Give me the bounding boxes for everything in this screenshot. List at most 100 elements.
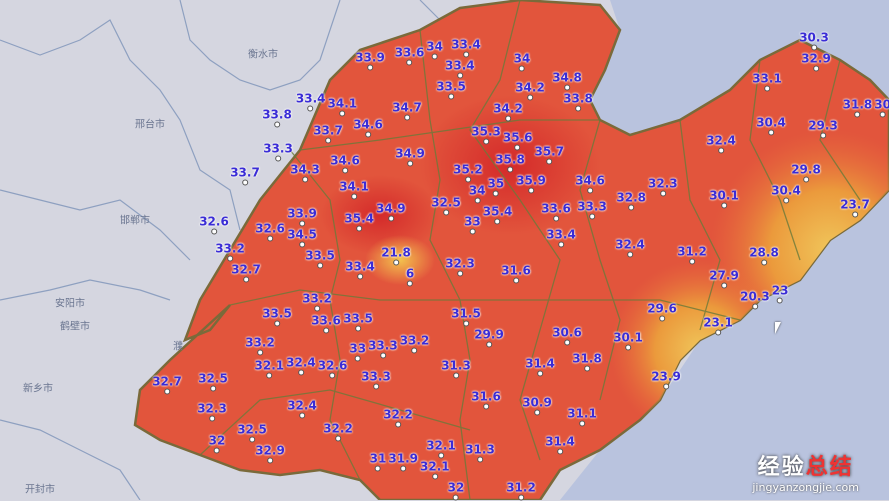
station-marker: 33.2 [245,337,275,356]
station-marker: 33.6 [311,315,341,334]
temperature-value: 30.4 [771,183,801,197]
temperature-value: 33.7 [230,165,260,180]
station-marker: 34.6 [575,175,605,194]
temperature-value: 35 [487,176,505,191]
station-marker: 33.1 [752,73,782,92]
temperature-value: 34.6 [353,117,383,132]
station-marker: 20.3 [740,291,770,310]
station-dot-icon [483,138,490,145]
temperature-value: 32.4 [615,237,645,252]
station-dot-icon [546,158,553,165]
station-marker: 32.5 [198,373,228,392]
station-marker: 33.3 [263,143,293,162]
station-marker: 32.5 [237,423,267,442]
province-borders [0,0,471,500]
station-marker: 32.6 [318,360,347,379]
station-marker: 32 [448,482,464,501]
station-dot-icon [298,241,305,248]
temperature-value: 30.4 [756,115,786,130]
temperature-value: 33.9 [287,206,317,221]
station-marker: 33.6 [395,47,424,66]
station-marker: 34 [469,184,486,204]
station-marker: 32.2 [323,423,353,442]
temperature-value: 32.9 [801,51,831,66]
station-marker: 35.9 [516,174,546,193]
station-marker: 34.6 [353,119,383,138]
station-marker: 23.9 [651,371,681,390]
temperature-value: 33.4 [546,227,576,242]
station-dot-icon [518,65,525,72]
station-dot-icon [209,385,216,392]
temperature-value: 32.8 [616,190,646,205]
station-marker: 32.1 [255,360,284,379]
sea [560,0,889,500]
station-marker: 31.3 [465,444,495,463]
station-marker: 35.4 [483,205,512,225]
station-marker: 29.6 [647,303,677,322]
temperature-value: 33.3 [368,338,398,353]
station-dot-icon [464,176,471,183]
temperature-value: 21.8 [381,245,411,260]
station-dot-icon [298,412,305,419]
temperature-value: 34.9 [375,201,406,216]
temperature-value: 29.6 [647,301,677,316]
station-marker: 32.9 [255,444,285,463]
temperature-value: 20.3 [740,289,770,304]
station-marker: 21.8 [381,247,411,266]
watermark-text-b: 总结 [805,455,854,480]
station-dot-icon [482,403,489,410]
station-marker: 31.9 [388,453,418,472]
temperature-value: 33.4 [445,58,475,73]
station-dot-icon [387,215,394,222]
temperature-value: 33.3 [263,141,293,156]
station-dot-icon [339,110,346,117]
station-marker: 32.1 [420,460,450,479]
station-marker: 33.4 [451,38,481,58]
station-marker: 34.7 [392,102,422,121]
temperature-value: 34.8 [552,70,582,84]
station-dot-icon [298,220,305,227]
station-dot-icon [297,369,304,376]
temperature-value: 34.6 [330,153,360,168]
station-marker: 32.3 [445,258,475,277]
station-marker: 31.6 [501,265,531,284]
temperature-value: 29.8 [791,162,821,176]
station-dot-icon [588,213,595,220]
station-marker: 34.1 [327,98,357,117]
station-marker: 34 [514,53,530,72]
region-label: 新乡市 [23,383,53,395]
temperature-value: 29.3 [808,118,838,133]
station-marker: 6 [406,268,414,287]
station-dot-icon [474,197,481,204]
temperature-value: 32.5 [198,371,228,386]
temperature-value: 31.6 [501,263,531,278]
station-dot-icon [563,339,570,346]
station-dot-icon [879,111,886,118]
station-marker: 35.2 [453,163,483,183]
station-dot-icon [819,132,826,139]
temperature-value: 32.6 [199,214,229,229]
station-dot-icon [400,465,407,472]
temperature-value: 32.4 [706,133,736,148]
station-marker: 32.4 [615,239,645,258]
station-marker: 32.8 [616,192,646,211]
station-dot-icon [536,370,543,377]
station-marker: 33.5 [305,249,335,269]
temperature-value: 34.2 [515,80,545,95]
watermark: 经验总结 jingyanzongjie.com [752,449,859,494]
station-dot-icon [854,111,861,118]
station-dot-icon [356,273,363,280]
temperature-value: 32.3 [445,256,475,271]
temperature-value: 34.6 [575,173,605,188]
station-dot-icon [354,325,361,332]
station-dot-icon [462,320,469,326]
station-dot-icon [403,114,410,121]
station-marker: 32.7 [152,376,182,395]
station-marker: 28.8 [749,247,779,266]
station-marker: 31.5 [451,307,481,326]
temperature-value: 34.3 [290,162,320,177]
station-dot-icon [210,228,217,235]
station-dot-icon [242,276,249,283]
temperature-value: 31.3 [465,442,495,457]
temperature-value: 35.3 [471,124,501,139]
